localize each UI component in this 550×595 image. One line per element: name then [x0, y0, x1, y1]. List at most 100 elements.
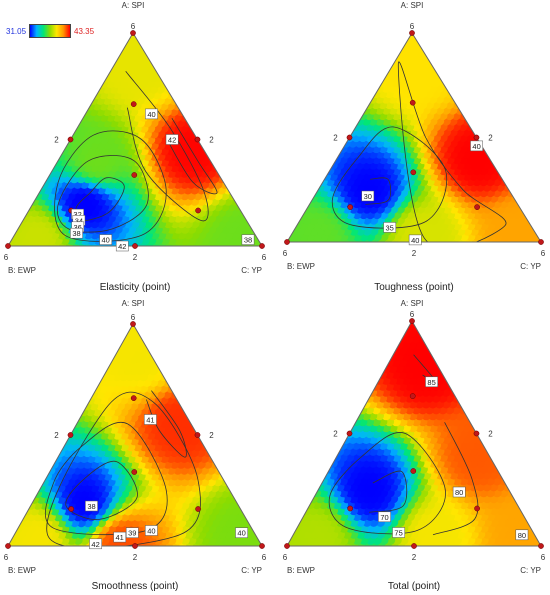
design-point: [409, 30, 415, 36]
vertex-label-right: C: YP: [241, 266, 262, 275]
contour-label-box: [241, 234, 255, 245]
tick-label: 6: [283, 553, 288, 562]
design-point: [5, 543, 11, 549]
contour-label: 85: [427, 378, 435, 387]
tick-label: 6: [541, 553, 546, 562]
design-point: [5, 243, 11, 249]
tick-label: 6: [131, 313, 136, 322]
contour-line: [65, 460, 138, 520]
contour-label-box: [85, 500, 98, 512]
contour-label: 40: [237, 529, 245, 538]
contour-label-box: [115, 240, 129, 252]
contour-label: 80: [455, 488, 463, 497]
contour-line: [331, 126, 448, 229]
contour-label: 42: [91, 540, 99, 549]
contour-label-box: [361, 190, 375, 202]
contour-line: [365, 177, 392, 205]
contour-label: 41: [146, 416, 154, 425]
design-point: [194, 136, 201, 143]
vertex-label-right: C: YP: [241, 566, 262, 575]
contour-label: 38: [72, 229, 80, 238]
contour-label-box: [145, 108, 158, 120]
legend-min-label: 31.05: [6, 26, 27, 36]
contour-label-box: [89, 538, 102, 550]
contour-label-box: [425, 376, 438, 388]
design-point: [410, 468, 417, 474]
tick-label: 6: [131, 22, 136, 31]
contour-label: 35: [386, 223, 394, 232]
design-point: [132, 543, 138, 549]
contour-label: 38: [87, 502, 95, 511]
panel-title: Total (point): [388, 581, 440, 592]
design-point: [195, 207, 201, 214]
contour-label-box: [470, 140, 483, 152]
design-point: [473, 430, 480, 437]
contour-lines: [331, 61, 507, 242]
design-point: [346, 430, 353, 437]
design-point: [130, 321, 136, 327]
contour-label: 40: [147, 110, 155, 119]
heatmap-surface: [8, 324, 262, 546]
design-point: [130, 395, 137, 401]
contour-line: [432, 422, 479, 536]
design-point: [347, 505, 354, 512]
contour-lines: [328, 354, 479, 536]
contour-label: 30: [364, 192, 372, 201]
design-point: [538, 543, 544, 549]
vertex-label-left: B: EWP: [8, 566, 36, 575]
vertex-label-right: C: YP: [520, 566, 541, 575]
tick-label: 2: [488, 430, 493, 439]
vertex-label-top: A: SPI: [122, 1, 145, 10]
contour-label: 80: [518, 531, 526, 540]
ternary-panel-3: 41 38 39 40 41 42 40 A: SPI 6 6 6 2 2 2 B: EWP C: YP Smo…: [4, 299, 267, 592]
tick-label: 2: [133, 553, 138, 562]
design-point: [284, 543, 290, 549]
design-point: [131, 469, 138, 475]
tick-label: 2: [333, 430, 338, 439]
design-point: [411, 543, 417, 549]
contour-label-box: [70, 227, 83, 239]
design-point: [284, 239, 290, 245]
vertex-label-right: C: YP: [520, 262, 541, 271]
panel-title: Smoothness (point): [92, 581, 179, 592]
contour-label-box: [99, 234, 113, 245]
design-point: [347, 204, 354, 210]
contour-line: [54, 130, 167, 242]
tick-label: 2: [54, 136, 59, 145]
design-point: [67, 432, 74, 438]
contour-label-box: [392, 527, 405, 538]
contour-label-box: [383, 222, 397, 233]
vertex-label-top: A: SPI: [401, 1, 424, 10]
contour-label: 40: [411, 236, 419, 245]
contour-label-box: [378, 511, 391, 523]
contour-label-box: [144, 414, 157, 425]
design-point: [194, 432, 201, 438]
design-point: [130, 30, 136, 36]
contour-label: 70: [380, 513, 388, 522]
contour-label-box: [113, 531, 127, 543]
design-point: [67, 136, 74, 143]
tick-label: 6: [4, 253, 9, 262]
contour-line: [328, 432, 446, 535]
design-point: [259, 543, 265, 549]
contour-label-box: [408, 234, 422, 246]
panel-title: Toughness (point): [374, 282, 454, 293]
contour-label: 32: [73, 210, 81, 219]
contour-line: [75, 177, 125, 221]
design-point: [259, 243, 265, 249]
contour-line: [56, 155, 149, 233]
ternary-panel-4: 85 80 70 75 80 A: SPI 6 6 6 2 2 2 B: EWP C: YP Total (…: [283, 299, 546, 592]
ternary-panel-2: 30 35 40 40 A: SPI 6 6 6 2 2 2 B: EWP C: YP Toughness…: [283, 1, 546, 293]
vertex-label-left: B: EWP: [287, 566, 315, 575]
tick-label: 6: [410, 310, 415, 319]
tick-label: 6: [410, 22, 415, 31]
contour-lines: [54, 71, 218, 242]
vertex-label-left: B: EWP: [287, 262, 315, 271]
tick-label: 2: [133, 253, 138, 262]
contour-line: [125, 71, 209, 222]
contour-label-box: [235, 527, 248, 538]
contour-label: 40: [102, 236, 110, 245]
tick-label: 6: [4, 553, 9, 562]
design-point: [473, 134, 480, 141]
